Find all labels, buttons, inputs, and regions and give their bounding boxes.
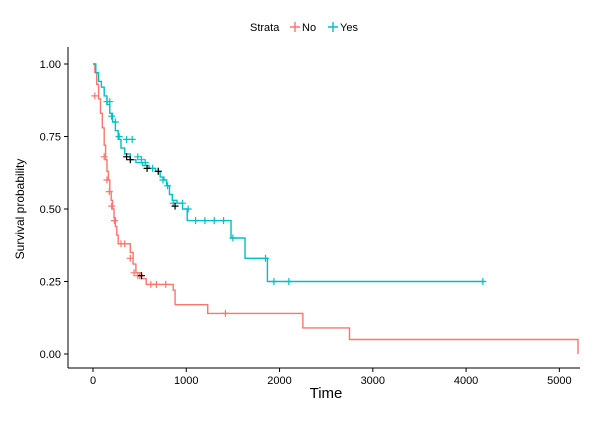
censor-mark: [134, 153, 142, 161]
censor-mark: [105, 188, 113, 196]
censor-mark: [479, 278, 487, 285]
legend-key: [328, 22, 338, 32]
x-tick-label: 3000: [361, 375, 385, 387]
censor-mark: [126, 254, 134, 262]
y-axis-label: Survival probability: [13, 159, 27, 260]
censor-mark: [270, 278, 278, 285]
censor-mark: [108, 202, 116, 210]
censor-mark: [229, 234, 237, 242]
censor-mark: [121, 240, 129, 248]
censor-mark: [108, 112, 116, 120]
censor-mark: [210, 217, 218, 225]
y-tick-label: 0.75: [40, 132, 61, 144]
censor-mark: [164, 182, 172, 190]
x-tick-label: 1000: [174, 375, 198, 387]
legend-entry: Yes: [340, 22, 358, 34]
legend-entry: No: [302, 22, 316, 34]
censor-mark: [152, 280, 160, 288]
censor-mark: [138, 272, 145, 280]
y-tick-label: 0.00: [40, 349, 61, 361]
x-tick-label: 4000: [454, 375, 478, 387]
censor-mark: [221, 309, 229, 317]
censor-mark: [143, 164, 151, 172]
censor-mark: [123, 153, 131, 161]
y-tick-label: 1.00: [40, 59, 61, 71]
censor-mark: [126, 156, 134, 164]
x-tick-label: 5000: [547, 375, 571, 387]
censor-mark: [262, 254, 270, 262]
y-tick-label: 0.25: [40, 277, 61, 289]
censor-mark: [159, 176, 167, 184]
censor-mark: [111, 118, 119, 126]
legend: Strata No Yes: [250, 22, 358, 34]
censor-mark: [154, 167, 162, 175]
censor-mark: [141, 159, 149, 167]
censor-mark: [115, 133, 123, 140]
x-axis-label: Time: [310, 385, 343, 402]
series-line: [93, 63, 579, 354]
censor-mark: [285, 278, 293, 285]
censor-mark: [220, 217, 228, 225]
y-tick-label: 0.50: [40, 204, 61, 216]
plot-area: [91, 63, 579, 354]
censor-mark: [110, 217, 118, 225]
x-tick-label: 0: [90, 375, 96, 387]
legend-title: Strata: [250, 22, 280, 34]
censor-mark: [100, 153, 108, 161]
x-tick-label: 2000: [267, 375, 291, 387]
censor-mark: [179, 199, 187, 207]
censor-mark: [171, 202, 179, 210]
censor-mark: [138, 156, 145, 164]
legend-key: [290, 22, 300, 32]
censor-mark: [201, 217, 209, 225]
censor-mark: [106, 98, 114, 106]
axes: 0.00 0.25 0.50 0.75 1.00 0 1000 2000 3000 4000 500…: [40, 47, 580, 387]
censor-mark: [192, 217, 200, 225]
censor-mark: [184, 205, 192, 213]
censor-mark: [91, 92, 99, 100]
censor-mark: [130, 269, 138, 277]
censor-mark: [128, 135, 136, 143]
censor-mark: [162, 280, 170, 288]
series-line: [93, 63, 485, 283]
censor-mark: [103, 176, 111, 184]
